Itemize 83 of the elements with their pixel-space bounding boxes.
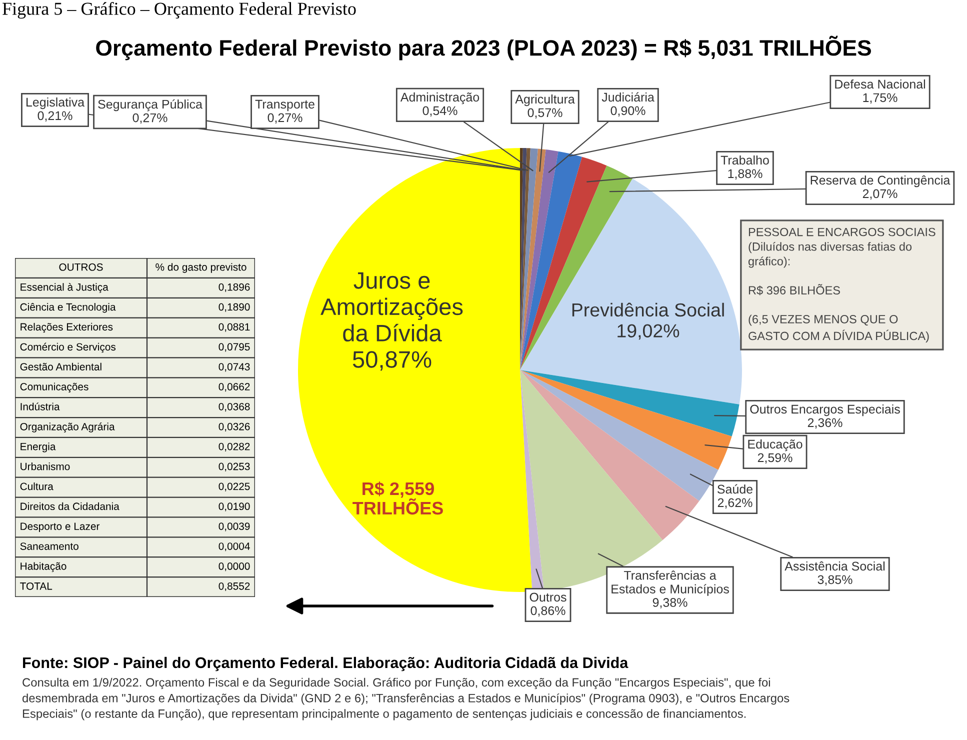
data-label: 3,85% — [818, 575, 852, 586]
pie-slice — [520, 148, 538, 370]
chart-title: Orçamento Federal Previsto para 2023 (PLOA 2023) = R$ 5,031 TRILHÕES — [96, 36, 871, 60]
source-note: Fonte: SIOP - Painel do Orçamento Federal. Elaboração: Auditoria Cidadã da Divida — [23, 656, 628, 672]
text: % do gasto previsto — [156, 263, 246, 273]
data-label: 0,0039 — [218, 522, 250, 532]
data-label: 2,07% — [862, 189, 898, 200]
data-label: 0,0795 — [218, 343, 250, 352]
category-label: Habitação — [20, 562, 66, 572]
slice-label: Assistência Social — [784, 561, 885, 571]
data-label: 0,90% — [610, 106, 646, 117]
data-label: 9,38% — [652, 598, 688, 608]
category-label: Energia — [20, 442, 56, 452]
slice-label: Defesa Nacional — [835, 79, 926, 89]
data-label: 0,0225 — [218, 482, 250, 492]
pie-slice — [520, 370, 732, 470]
data-label: 0,1896 — [218, 283, 250, 292]
slice-label: Previdência Social — [572, 302, 724, 317]
slice-label: Outros Encargos Especiais — [750, 404, 900, 416]
category-label: Organização Agrária — [20, 422, 115, 432]
category-label: TOTAL — [20, 582, 52, 590]
pie-slice — [520, 148, 546, 370]
category-label: Comunicações — [20, 382, 88, 392]
slice-label: Saúde — [717, 484, 753, 494]
data-label: 0,21% — [38, 111, 72, 122]
data-label: 0,86% — [530, 606, 566, 617]
slice-label: Transferências a Estados e Municípios — [612, 570, 729, 596]
data-label: 0,1890 — [218, 303, 250, 312]
pie-slice — [520, 178, 742, 404]
slice-label: Outros — [530, 592, 566, 602]
slice-label: Reserva de Contingência — [810, 175, 950, 188]
pie-slice — [520, 370, 740, 436]
data-label: 2,62% — [718, 498, 752, 509]
text: OUTROS — [59, 263, 103, 271]
data-label: 0,27% — [132, 113, 168, 124]
category-label: Desporto e Lazer — [20, 522, 100, 532]
data-label: 2,36% — [808, 418, 842, 429]
pie-slice — [520, 370, 718, 502]
data-label: 0,0282 — [218, 442, 250, 452]
category-label: Comércio e Serviços — [20, 342, 116, 353]
data-label: 0,0881 — [218, 323, 250, 332]
slice-label: Educação — [748, 439, 802, 452]
data-label: 0,54% — [422, 106, 458, 117]
slice-label: Judiciária — [602, 92, 654, 102]
data-label: 0,0368 — [218, 402, 250, 412]
data-label: 0,0326 — [218, 422, 250, 432]
category-label: Saneamento — [20, 542, 78, 550]
data-label: 1,75% — [863, 93, 898, 104]
pie-slice — [520, 150, 558, 370]
slice-label: Juros e Amortizações da Dívida — [320, 272, 463, 342]
data-label: 0,8552 — [218, 582, 250, 592]
data-label: 1,88% — [728, 169, 762, 180]
slice-label: Transporte — [255, 100, 314, 112]
category-label: Indústria — [20, 402, 60, 410]
data-label: 2,59% — [758, 453, 792, 464]
category-label: Essencial à Justiça — [20, 282, 108, 293]
text: Figura 5 – Gráfico – Orçamento Federal Previsto — [2, 2, 356, 19]
text: R$ 2,559 TRILHÕES — [352, 482, 443, 515]
data-label: 0,0253 — [218, 462, 250, 472]
data-label: 0,0662 — [218, 383, 250, 392]
data-label: 0,0743 — [218, 363, 250, 372]
category-label: Relações Exteriores — [20, 322, 113, 333]
data-label: 19,02% — [618, 324, 680, 340]
category-label: Urbanismo — [20, 462, 70, 470]
data-label: 0,0190 — [218, 502, 250, 512]
data-label: 0,57% — [528, 108, 562, 119]
category-label: Gestão Ambiental — [20, 362, 102, 370]
category-label: Ciência e Tecnologia — [20, 302, 116, 313]
slice-label: Legislativa — [26, 97, 85, 110]
data-label: 0,0000 — [218, 562, 250, 572]
slice-label: Administração — [400, 92, 480, 104]
category-label: Direitos da Cidadania — [20, 502, 120, 510]
data-label: 50,87% — [352, 351, 432, 371]
text: Consulta em 1/9/2022. Orçamento Fiscal e da Seguridade Social. Gráfico por Função, com exceção da Função "Encargos Especiais", que foi desmembrada em "Juros e Amortizações da Divida" (GND 2 e 6); "Transferências a Estados e Municípios" (Programa 0903), e "Outros Encargos Especiais" (o restante da Função), que representam principalmente o pagamento de sentenças judiciais e concessão de financiamentos. — [22, 678, 790, 720]
slice-label: Agricultura — [515, 94, 575, 106]
text: PESSOAL E ENCARGOS SOCIAIS (Diluídos nas diversas fatias do gráfico): R$ 396 BILHÕES (6,5 VEZES MENOS QUE O GASTO COM A DÍVIDA PÚBLICA) — [748, 228, 936, 342]
pie-slice — [298, 148, 532, 592]
pie-slice — [520, 370, 700, 540]
category-label: Cultura — [20, 482, 54, 490]
slice-label: Segurança Pública — [98, 99, 202, 112]
data-label: 0,27% — [268, 113, 302, 124]
slice-label: Trabalho — [720, 155, 769, 165]
data-label: 0,0004 — [218, 542, 250, 552]
